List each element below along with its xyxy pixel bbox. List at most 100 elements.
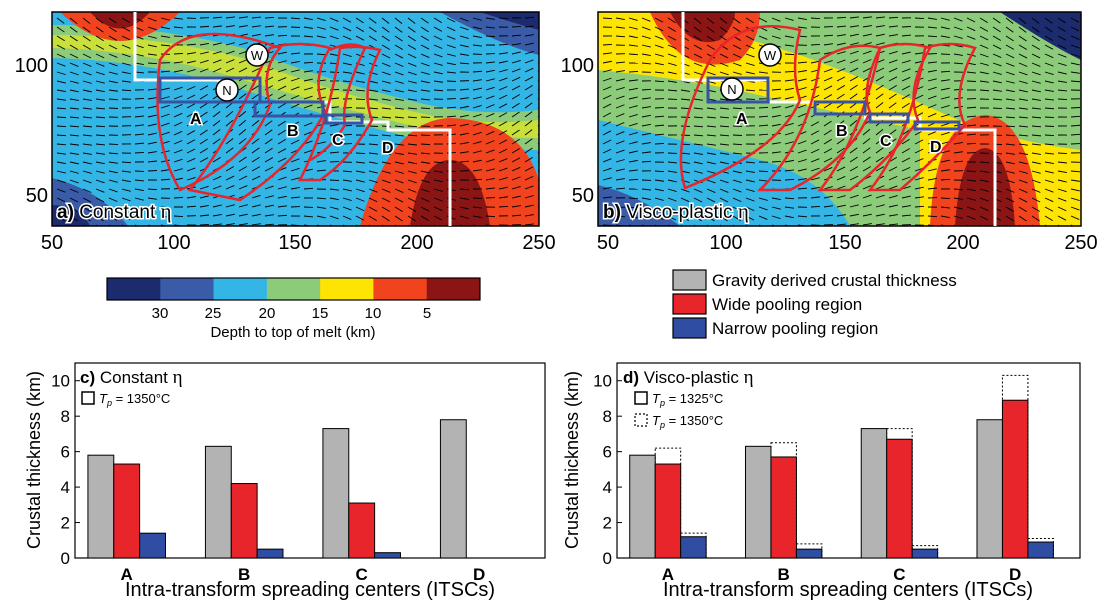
flow-arrow [238,204,248,208]
flow-arrow [238,138,247,145]
flow-arrow [628,159,638,163]
map-a-ytick-100: 100 [15,55,48,77]
flow-arrow [394,206,403,212]
flow-arrow [186,85,196,91]
chart-c-bar-wide [113,463,141,559]
flow-arrow [186,130,196,136]
flow-arrow [667,188,677,192]
map-a-west-marker: W [245,43,269,67]
flow-arrow [680,98,690,101]
flow-arrow [862,128,871,136]
flow-arrow [134,151,145,154]
flow-arrow [1018,161,1028,165]
flow-arrow [95,197,105,203]
flow-arrow [927,149,937,154]
flow-arrow [602,206,613,208]
flow-arrow [69,179,79,184]
flow-arrow [485,26,495,29]
flow-arrow [979,44,989,49]
flow-arrow [628,96,638,100]
flow-arrow [381,188,391,193]
flow-arrow [823,94,833,100]
chart-d-bar-narrow [795,548,823,559]
flow-arrow [1070,215,1080,220]
flow-arrow [82,179,92,184]
flow-arrow [602,112,612,118]
flow-arrow [433,35,443,41]
chart-d-ytick-label: 2 [603,514,612,533]
flow-arrow [654,53,664,57]
flow-arrow [1044,53,1054,59]
flow-arrow [979,17,988,24]
flow-arrow [394,107,404,110]
flow-arrow [251,175,261,181]
flow-arrow [810,186,820,190]
flow-arrow [667,206,677,212]
flow-arrow [472,150,482,154]
flow-arrow [862,223,872,226]
flow-arrow [888,102,897,109]
flow-arrow [823,214,834,217]
flow-arrow [459,197,469,200]
flow-arrow [238,156,247,163]
flow-arrow [1057,35,1067,41]
flow-arrow [615,215,626,218]
flow-arrow [693,215,702,222]
flow-arrow [134,142,145,145]
flow-arrow [641,26,651,31]
flow-arrow [407,188,417,193]
chart-d-annotation-box-1325 [634,391,648,405]
flow-arrow [355,26,364,32]
flow-arrow [329,161,340,163]
flow-arrow [758,17,768,23]
flow-arrow [212,185,222,190]
flow-arrow [628,179,639,181]
flow-arrow [810,196,820,199]
flow-arrow [147,53,157,56]
flow-arrow [615,87,625,91]
chart-d-xlabel: Intra-transform spreading centers (ITSCs… [663,579,1033,601]
flow-arrow [420,152,430,155]
flow-arrow [485,215,496,218]
flow-arrow [303,87,313,91]
flow-arrow [914,196,924,199]
flow-arrow [1031,215,1040,222]
flow-arrow [706,170,716,174]
map-b-north-label: N [727,82,736,97]
flow-arrow [355,35,365,41]
flow-arrow [394,116,404,119]
flow-arrow [810,60,820,64]
flow-arrow [160,169,170,172]
flow-arrow [134,188,144,192]
flow-arrow [225,185,235,190]
flow-arrow [264,129,273,136]
flow-arrow [277,214,288,217]
flow-arrow [82,89,92,93]
flow-arrow [368,98,378,101]
flow-arrow [667,71,677,75]
map-b-label-a: A [736,111,748,128]
flow-arrow [966,17,976,23]
flow-arrow [888,195,898,199]
chart-d-bar-narrow [680,536,707,559]
flow-arrow [511,85,521,91]
flow-arrow [615,131,625,136]
flow-arrow [342,17,352,23]
flow-arrow [1005,53,1015,59]
flow-arrow [277,34,288,37]
flow-arrow [771,106,781,109]
flow-arrow [485,131,495,136]
flow-arrow [914,158,924,163]
flow-arrow [927,35,938,38]
flow-arrow [511,138,520,145]
flow-arrow [121,170,131,173]
flow-arrow [823,43,833,46]
flow-arrow [1070,124,1081,127]
flow-arrow [1005,206,1015,212]
map-b-band-green [598,82,900,165]
flow-arrow [901,102,910,109]
flow-arrow [212,129,221,136]
chart-d-category-label: C [893,565,905,584]
map-a-deepest-corner [480,12,539,30]
flow-arrow [693,17,702,24]
